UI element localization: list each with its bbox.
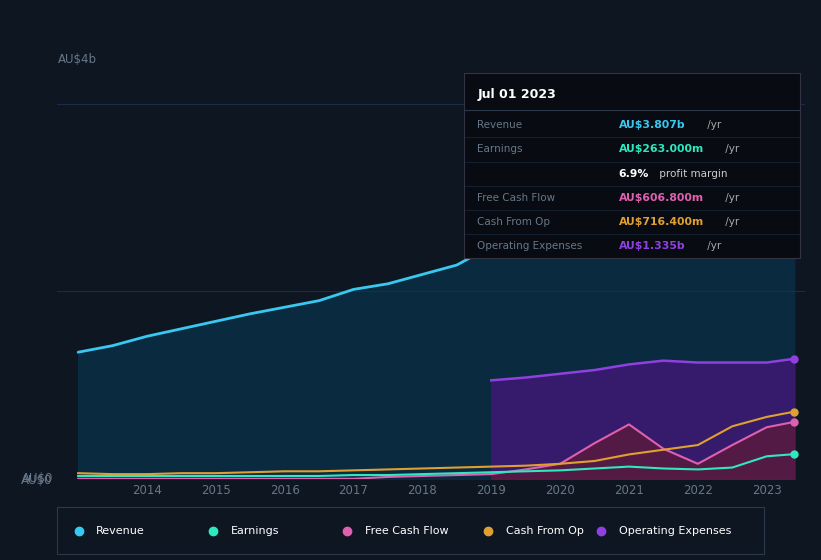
Text: /yr: /yr [722, 217, 740, 227]
Text: /yr: /yr [704, 120, 721, 130]
Text: /yr: /yr [704, 241, 721, 250]
Text: Cash From Op: Cash From Op [506, 526, 584, 535]
Text: /yr: /yr [722, 193, 740, 203]
Text: Revenue: Revenue [477, 120, 522, 130]
Text: Earnings: Earnings [231, 526, 279, 535]
Text: /yr: /yr [722, 144, 740, 155]
Text: Revenue: Revenue [96, 526, 145, 535]
Text: AU$0: AU$0 [22, 472, 53, 486]
Text: AU$716.400m: AU$716.400m [619, 217, 704, 227]
Text: AU$4b: AU$4b [57, 53, 97, 66]
Text: AU$263.000m: AU$263.000m [619, 144, 704, 155]
Text: AU$606.800m: AU$606.800m [619, 193, 704, 203]
Text: AU$3.807b: AU$3.807b [619, 120, 686, 130]
Text: 6.9%: 6.9% [619, 169, 649, 179]
Text: Operating Expenses: Operating Expenses [619, 526, 732, 535]
Text: AU$1.335b: AU$1.335b [619, 241, 686, 250]
Text: Operating Expenses: Operating Expenses [477, 241, 583, 250]
Text: Earnings: Earnings [477, 144, 523, 155]
Text: Free Cash Flow: Free Cash Flow [477, 193, 556, 203]
Text: Jul 01 2023: Jul 01 2023 [477, 88, 556, 101]
Text: profit margin: profit margin [657, 169, 728, 179]
Text: Cash From Op: Cash From Op [477, 217, 550, 227]
Text: Free Cash Flow: Free Cash Flow [365, 526, 448, 535]
